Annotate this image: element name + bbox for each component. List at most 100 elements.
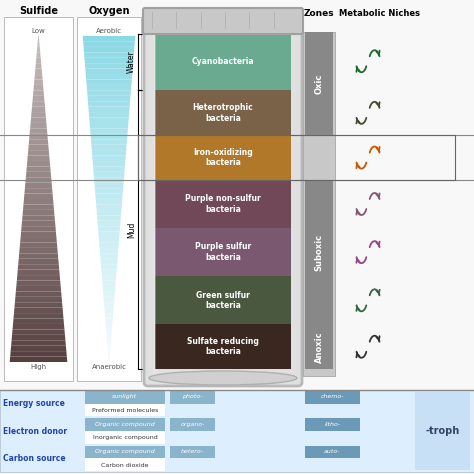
Polygon shape bbox=[11, 340, 66, 346]
Polygon shape bbox=[13, 313, 64, 319]
Polygon shape bbox=[92, 155, 126, 161]
Text: Oxic: Oxic bbox=[315, 73, 323, 94]
Polygon shape bbox=[100, 253, 118, 259]
Polygon shape bbox=[101, 264, 117, 270]
Text: Organic compound: Organic compound bbox=[95, 449, 155, 454]
Text: photo-: photo- bbox=[182, 394, 203, 399]
Polygon shape bbox=[103, 292, 115, 297]
Polygon shape bbox=[84, 58, 134, 63]
Polygon shape bbox=[107, 340, 111, 346]
Text: Mud: Mud bbox=[127, 222, 136, 238]
Polygon shape bbox=[97, 210, 121, 215]
Polygon shape bbox=[92, 161, 125, 166]
Polygon shape bbox=[11, 335, 65, 340]
Text: organo-: organo- bbox=[180, 422, 205, 427]
Text: Low: Low bbox=[32, 28, 46, 34]
Polygon shape bbox=[86, 74, 132, 80]
Bar bbox=[85, 458, 165, 471]
Polygon shape bbox=[83, 47, 135, 52]
Polygon shape bbox=[101, 270, 117, 275]
Bar bbox=[415, 392, 470, 470]
Polygon shape bbox=[27, 161, 50, 166]
Text: Electron donor: Electron donor bbox=[3, 427, 67, 436]
Polygon shape bbox=[25, 182, 52, 188]
Polygon shape bbox=[83, 41, 135, 47]
Polygon shape bbox=[31, 118, 46, 123]
Polygon shape bbox=[13, 319, 64, 324]
Text: Heterotrophic
bacteria: Heterotrophic bacteria bbox=[192, 103, 254, 123]
Bar bbox=[85, 431, 165, 444]
Bar bbox=[305, 324, 333, 369]
Text: Organic compound: Organic compound bbox=[95, 422, 155, 427]
Text: Carbon source: Carbon source bbox=[3, 454, 65, 463]
Polygon shape bbox=[91, 134, 128, 139]
Polygon shape bbox=[19, 248, 58, 253]
Polygon shape bbox=[93, 172, 125, 177]
Polygon shape bbox=[37, 47, 40, 52]
Ellipse shape bbox=[149, 371, 297, 385]
Polygon shape bbox=[36, 52, 41, 58]
Bar bbox=[303, 32, 335, 376]
Polygon shape bbox=[98, 232, 120, 237]
Polygon shape bbox=[17, 275, 60, 281]
Text: Aerobic: Aerobic bbox=[96, 28, 122, 34]
Text: Sulfide: Sulfide bbox=[19, 6, 58, 16]
Text: Inorganic compound: Inorganic compound bbox=[92, 435, 157, 440]
Polygon shape bbox=[34, 85, 44, 91]
FancyBboxPatch shape bbox=[143, 8, 303, 34]
Text: -troph: -troph bbox=[425, 426, 460, 436]
Polygon shape bbox=[91, 139, 127, 145]
Polygon shape bbox=[37, 41, 40, 47]
Polygon shape bbox=[105, 319, 113, 324]
Polygon shape bbox=[21, 226, 56, 232]
Polygon shape bbox=[16, 286, 61, 292]
Polygon shape bbox=[86, 80, 132, 85]
Polygon shape bbox=[108, 346, 110, 351]
Polygon shape bbox=[23, 204, 54, 210]
Polygon shape bbox=[106, 324, 112, 329]
Text: auto-: auto- bbox=[324, 449, 341, 454]
Polygon shape bbox=[93, 166, 125, 172]
Polygon shape bbox=[15, 297, 62, 302]
Text: High: High bbox=[30, 364, 46, 370]
Text: Preformed molecules: Preformed molecules bbox=[92, 408, 158, 413]
Bar bbox=[85, 391, 165, 404]
Bar bbox=[305, 180, 333, 324]
Polygon shape bbox=[106, 329, 112, 335]
Polygon shape bbox=[27, 155, 50, 161]
Text: Suboxic: Suboxic bbox=[315, 234, 323, 271]
Polygon shape bbox=[28, 150, 49, 155]
Polygon shape bbox=[95, 188, 123, 193]
Polygon shape bbox=[12, 324, 64, 329]
Bar bbox=[85, 404, 165, 416]
Polygon shape bbox=[38, 36, 39, 41]
Polygon shape bbox=[23, 210, 55, 215]
Polygon shape bbox=[22, 221, 55, 226]
FancyBboxPatch shape bbox=[4, 17, 73, 381]
Polygon shape bbox=[16, 281, 61, 286]
Bar bbox=[155, 324, 291, 369]
Polygon shape bbox=[94, 177, 124, 182]
Polygon shape bbox=[82, 36, 135, 41]
Bar bbox=[0, 390, 474, 472]
Polygon shape bbox=[96, 199, 122, 204]
Polygon shape bbox=[88, 96, 130, 101]
Polygon shape bbox=[94, 182, 124, 188]
Bar bbox=[305, 32, 333, 135]
Polygon shape bbox=[30, 123, 47, 128]
Bar bbox=[155, 276, 291, 324]
Polygon shape bbox=[19, 253, 58, 259]
Polygon shape bbox=[96, 204, 122, 210]
Polygon shape bbox=[84, 52, 134, 58]
Polygon shape bbox=[104, 308, 114, 313]
Polygon shape bbox=[87, 85, 131, 91]
Text: Oxygen: Oxygen bbox=[88, 6, 130, 16]
Text: Purple sulfur
bacteria: Purple sulfur bacteria bbox=[195, 243, 251, 262]
Polygon shape bbox=[102, 281, 116, 286]
Bar bbox=[155, 32, 291, 91]
Polygon shape bbox=[27, 166, 51, 172]
Polygon shape bbox=[24, 193, 53, 199]
Polygon shape bbox=[29, 139, 48, 145]
Text: Iron-oxidizing
bacteria: Iron-oxidizing bacteria bbox=[193, 148, 253, 167]
Polygon shape bbox=[85, 69, 133, 74]
